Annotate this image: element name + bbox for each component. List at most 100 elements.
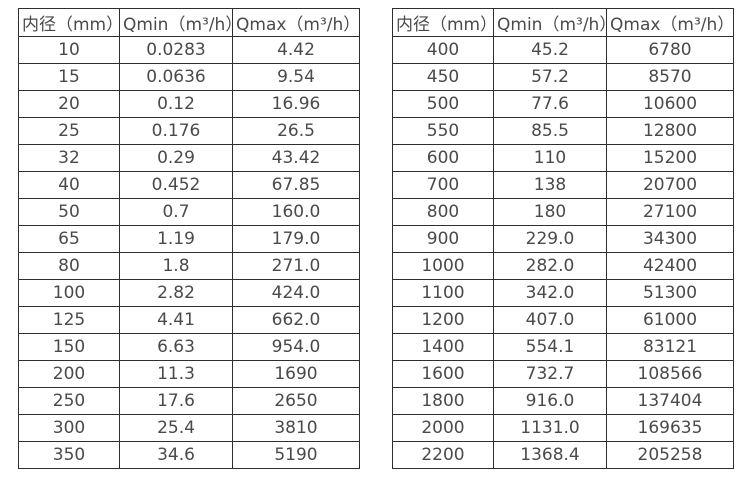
qmin-cell: 1131.0	[493, 414, 607, 442]
table-row: 25 0.176 26.5	[18, 117, 360, 145]
qmax-cell: 3810	[232, 414, 360, 442]
table-row: 550 85.5 12800	[392, 117, 734, 145]
diameter-cell: 25	[18, 117, 120, 145]
table-row: 1800 916.0 137404	[392, 387, 734, 415]
diameter-cell: 250	[18, 387, 120, 415]
table-row: 700 138 20700	[392, 171, 734, 199]
qmin-cell: 0.176	[119, 117, 233, 145]
qmin-cell: 11.3	[119, 360, 233, 388]
qmin-cell: 1368.4	[493, 441, 607, 469]
qmax-cell: 42400	[606, 252, 734, 280]
diameter-cell: 32	[18, 144, 120, 172]
diameter-cell: 1400	[392, 333, 494, 361]
table-row: 50 0.7 160.0	[18, 198, 360, 226]
qmin-cell: 77.6	[493, 90, 607, 118]
qmax-cell: 179.0	[232, 225, 360, 253]
column-header: Qmin（m³/h）	[119, 8, 233, 37]
diameter-cell: 550	[392, 117, 494, 145]
qmin-cell: 0.452	[119, 171, 233, 199]
flow-table-large-diameters: 内径（mm） Qmin（m³/h） Qmax（m³/h） 400 45.2 6780 450…	[392, 8, 734, 469]
qmin-cell: 916.0	[493, 387, 607, 415]
qmax-cell: 8570	[606, 63, 734, 91]
diameter-cell: 50	[18, 198, 120, 226]
table-row: 80 1.8 271.0	[18, 252, 360, 280]
qmin-cell: 1.8	[119, 252, 233, 280]
diameter-cell: 10	[18, 36, 120, 64]
table-row: 125 4.41 662.0	[18, 306, 360, 334]
diameter-cell: 80	[18, 252, 120, 280]
table-row: 900 229.0 34300	[392, 225, 734, 253]
qmin-cell: 0.0283	[119, 36, 233, 64]
qmax-cell: 12800	[606, 117, 734, 145]
flow-table-small-diameters: 内径（mm） Qmin（m³/h） Qmax（m³/h） 10 0.0283 4.42 15…	[18, 8, 360, 469]
qmin-cell: 180	[493, 198, 607, 226]
table-row: 1200 407.0 61000	[392, 306, 734, 334]
column-header: 内径（mm）	[18, 8, 120, 37]
qmax-cell: 27100	[606, 198, 734, 226]
qmax-cell: 954.0	[232, 333, 360, 361]
diameter-cell: 2200	[392, 441, 494, 469]
qmax-cell: 137404	[606, 387, 734, 415]
table-row: 1400 554.1 83121	[392, 333, 734, 361]
qmin-cell: 25.4	[119, 414, 233, 442]
table-row: 500 77.6 10600	[392, 90, 734, 118]
table-row: 450 57.2 8570	[392, 63, 734, 91]
qmax-cell: 424.0	[232, 279, 360, 307]
column-header: Qmax（m³/h）	[232, 8, 360, 37]
qmax-cell: 169635	[606, 414, 734, 442]
qmax-cell: 9.54	[232, 63, 360, 91]
qmax-cell: 662.0	[232, 306, 360, 334]
qmin-cell: 2.82	[119, 279, 233, 307]
qmin-cell: 342.0	[493, 279, 607, 307]
qmin-cell: 138	[493, 171, 607, 199]
qmax-cell: 20700	[606, 171, 734, 199]
column-header: Qmax（m³/h）	[606, 8, 734, 37]
column-header: Qmin（m³/h）	[493, 8, 607, 37]
qmax-cell: 51300	[606, 279, 734, 307]
diameter-cell: 100	[18, 279, 120, 307]
qmax-cell: 4.42	[232, 36, 360, 64]
diameter-cell: 125	[18, 306, 120, 334]
qmax-cell: 15200	[606, 144, 734, 172]
diameter-cell: 500	[392, 90, 494, 118]
diameter-cell: 900	[392, 225, 494, 253]
qmax-cell: 43.42	[232, 144, 360, 172]
qmin-cell: 732.7	[493, 360, 607, 388]
diameter-cell: 1100	[392, 279, 494, 307]
qmax-cell: 83121	[606, 333, 734, 361]
diameter-cell: 65	[18, 225, 120, 253]
qmin-cell: 282.0	[493, 252, 607, 280]
diameter-cell: 1200	[392, 306, 494, 334]
diameter-cell: 1600	[392, 360, 494, 388]
qmax-cell: 34300	[606, 225, 734, 253]
table-row: 200 11.3 1690	[18, 360, 360, 388]
flow-rate-spec-page: 内径（mm） Qmin（m³/h） Qmax（m³/h） 10 0.0283 4.42 15…	[18, 8, 734, 469]
qmax-cell: 10600	[606, 90, 734, 118]
table-row: 20 0.12 16.96	[18, 90, 360, 118]
table-row: 15 0.0636 9.54	[18, 63, 360, 91]
table-row: 800 180 27100	[392, 198, 734, 226]
qmin-cell: 0.0636	[119, 63, 233, 91]
table-row: 32 0.29 43.42	[18, 144, 360, 172]
qmax-cell: 2650	[232, 387, 360, 415]
qmin-cell: 4.41	[119, 306, 233, 334]
qmin-cell: 0.7	[119, 198, 233, 226]
table-row: 600 110 15200	[392, 144, 734, 172]
table-row: 1600 732.7 108566	[392, 360, 734, 388]
diameter-cell: 600	[392, 144, 494, 172]
qmin-cell: 34.6	[119, 441, 233, 469]
header-row: 内径（mm） Qmin（m³/h） Qmax（m³/h）	[392, 8, 734, 37]
qmin-cell: 17.6	[119, 387, 233, 415]
table-row: 300 25.4 3810	[18, 414, 360, 442]
qmax-cell: 61000	[606, 306, 734, 334]
column-header: 内径（mm）	[392, 8, 494, 37]
table-row: 400 45.2 6780	[392, 36, 734, 64]
qmax-cell: 160.0	[232, 198, 360, 226]
table-row: 100 2.82 424.0	[18, 279, 360, 307]
qmin-cell: 110	[493, 144, 607, 172]
diameter-cell: 200	[18, 360, 120, 388]
qmin-cell: 85.5	[493, 117, 607, 145]
qmin-cell: 0.29	[119, 144, 233, 172]
diameter-cell: 350	[18, 441, 120, 469]
qmin-cell: 229.0	[493, 225, 607, 253]
